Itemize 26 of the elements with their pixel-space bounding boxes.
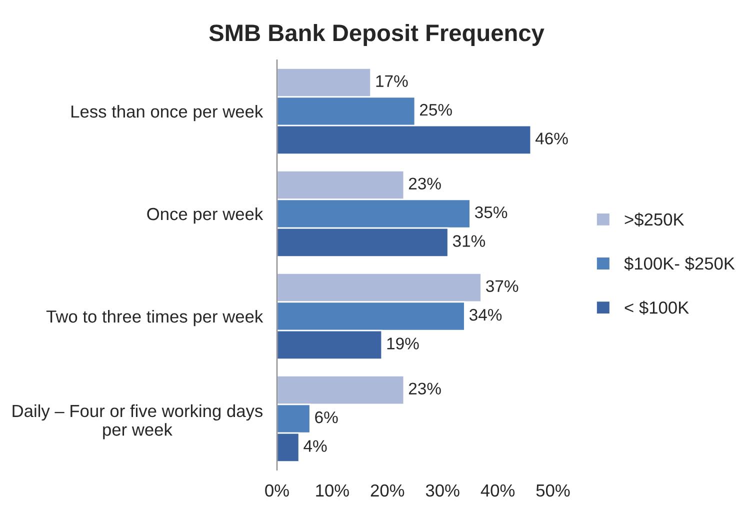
data-label: 17% — [376, 75, 408, 87]
y-tick-label: Daily – Four or five working days per week — [12, 404, 262, 440]
x-tick-label: 20% — [370, 484, 404, 497]
legend-label: < $100K — [624, 300, 689, 315]
chart-title: SMB Bank Deposit Frequency — [209, 24, 544, 46]
data-label: 34% — [469, 308, 502, 321]
data-label: 23% — [408, 382, 441, 395]
data-label: 6% — [315, 411, 338, 424]
y-tick-label: Two to three times per week — [46, 310, 264, 326]
x-tick-label: 50% — [536, 484, 570, 497]
data-label: 31% — [452, 235, 486, 247]
data-label: 23% — [408, 178, 441, 190]
y-tick-label: Less than once per week — [72, 104, 264, 122]
x-tick-label: 30% — [426, 484, 460, 497]
x-tick-label: 40% — [480, 484, 515, 497]
data-label: 4% — [304, 440, 327, 452]
x-tick-label: 10% — [316, 484, 349, 497]
data-label: 37% — [486, 280, 518, 292]
data-label: 25% — [420, 104, 452, 116]
data-label: 19% — [387, 338, 419, 350]
x-tick-label: 0% — [265, 484, 289, 497]
legend-label: $100K- $250K — [624, 256, 735, 271]
legend-label: >$250K — [624, 212, 684, 227]
data-label: 46% — [535, 132, 568, 144]
data-label: 35% — [475, 206, 508, 218]
y-tick-label: Once per week — [147, 207, 264, 224]
